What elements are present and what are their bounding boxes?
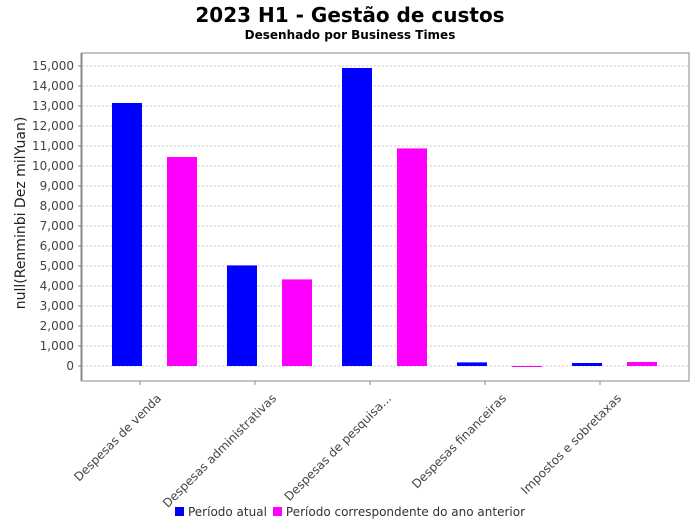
y-tick-label: 2,000	[40, 319, 74, 333]
y-tick-label: 7,000	[40, 219, 74, 233]
y-axis-label: null(Renminbi Dez milYuan)	[13, 117, 29, 310]
chart-subtitle: Desenhado por Business Times	[244, 28, 456, 42]
y-tick-label: 0	[66, 359, 74, 373]
chart-title: 2023 H1 - Gestão de custos	[195, 3, 505, 27]
y-tick-label: 12,000	[32, 119, 74, 133]
y-tick-label: 15,000	[32, 59, 74, 73]
bar-1-0	[167, 157, 197, 366]
x-tick-label: Despesas financeiras	[409, 391, 509, 491]
x-tick-label: Impostos e sobretaxas	[518, 391, 624, 497]
bar-1-1	[282, 279, 312, 366]
y-tick-label: 8,000	[40, 199, 74, 213]
y-tick-label: 10,000	[32, 159, 74, 173]
y-tick-label: 4,000	[40, 279, 74, 293]
x-tick-label: Despesas de venda	[71, 391, 164, 484]
bar-0-2	[342, 68, 372, 366]
bar-1-4	[627, 362, 657, 366]
legend-swatch	[174, 507, 184, 516]
y-tick-label: 3,000	[40, 299, 74, 313]
y-tick-label: 13,000	[32, 99, 74, 113]
bar-1-3	[512, 366, 542, 367]
y-tick-label: 1,000	[40, 339, 74, 353]
legend-item: Período correspondente do ano anterior	[272, 505, 526, 519]
legend-swatch	[272, 507, 282, 516]
y-tick-label: 5,000	[40, 259, 74, 273]
legend-item: Período atual	[174, 505, 267, 519]
legend-label: Período correspondente do ano anterior	[285, 505, 526, 519]
bar-0-0	[112, 103, 142, 366]
y-tick-label: 14,000	[32, 79, 74, 93]
bar-0-3	[457, 362, 487, 366]
bar-0-1	[227, 265, 257, 366]
y-tick-label: 11,000	[32, 139, 74, 153]
legend-label: Período atual	[187, 505, 267, 519]
bar-1-2	[397, 148, 427, 366]
y-tick-label: 9,000	[40, 179, 74, 193]
bar-0-4	[572, 363, 602, 366]
x-tick-label: Despesas administrativas	[160, 391, 279, 510]
y-tick-label: 6,000	[40, 239, 74, 253]
x-tick-label: Despesas de pesquisa...	[282, 391, 395, 504]
legend: Período atual Período correspondente do a…	[0, 505, 700, 519]
